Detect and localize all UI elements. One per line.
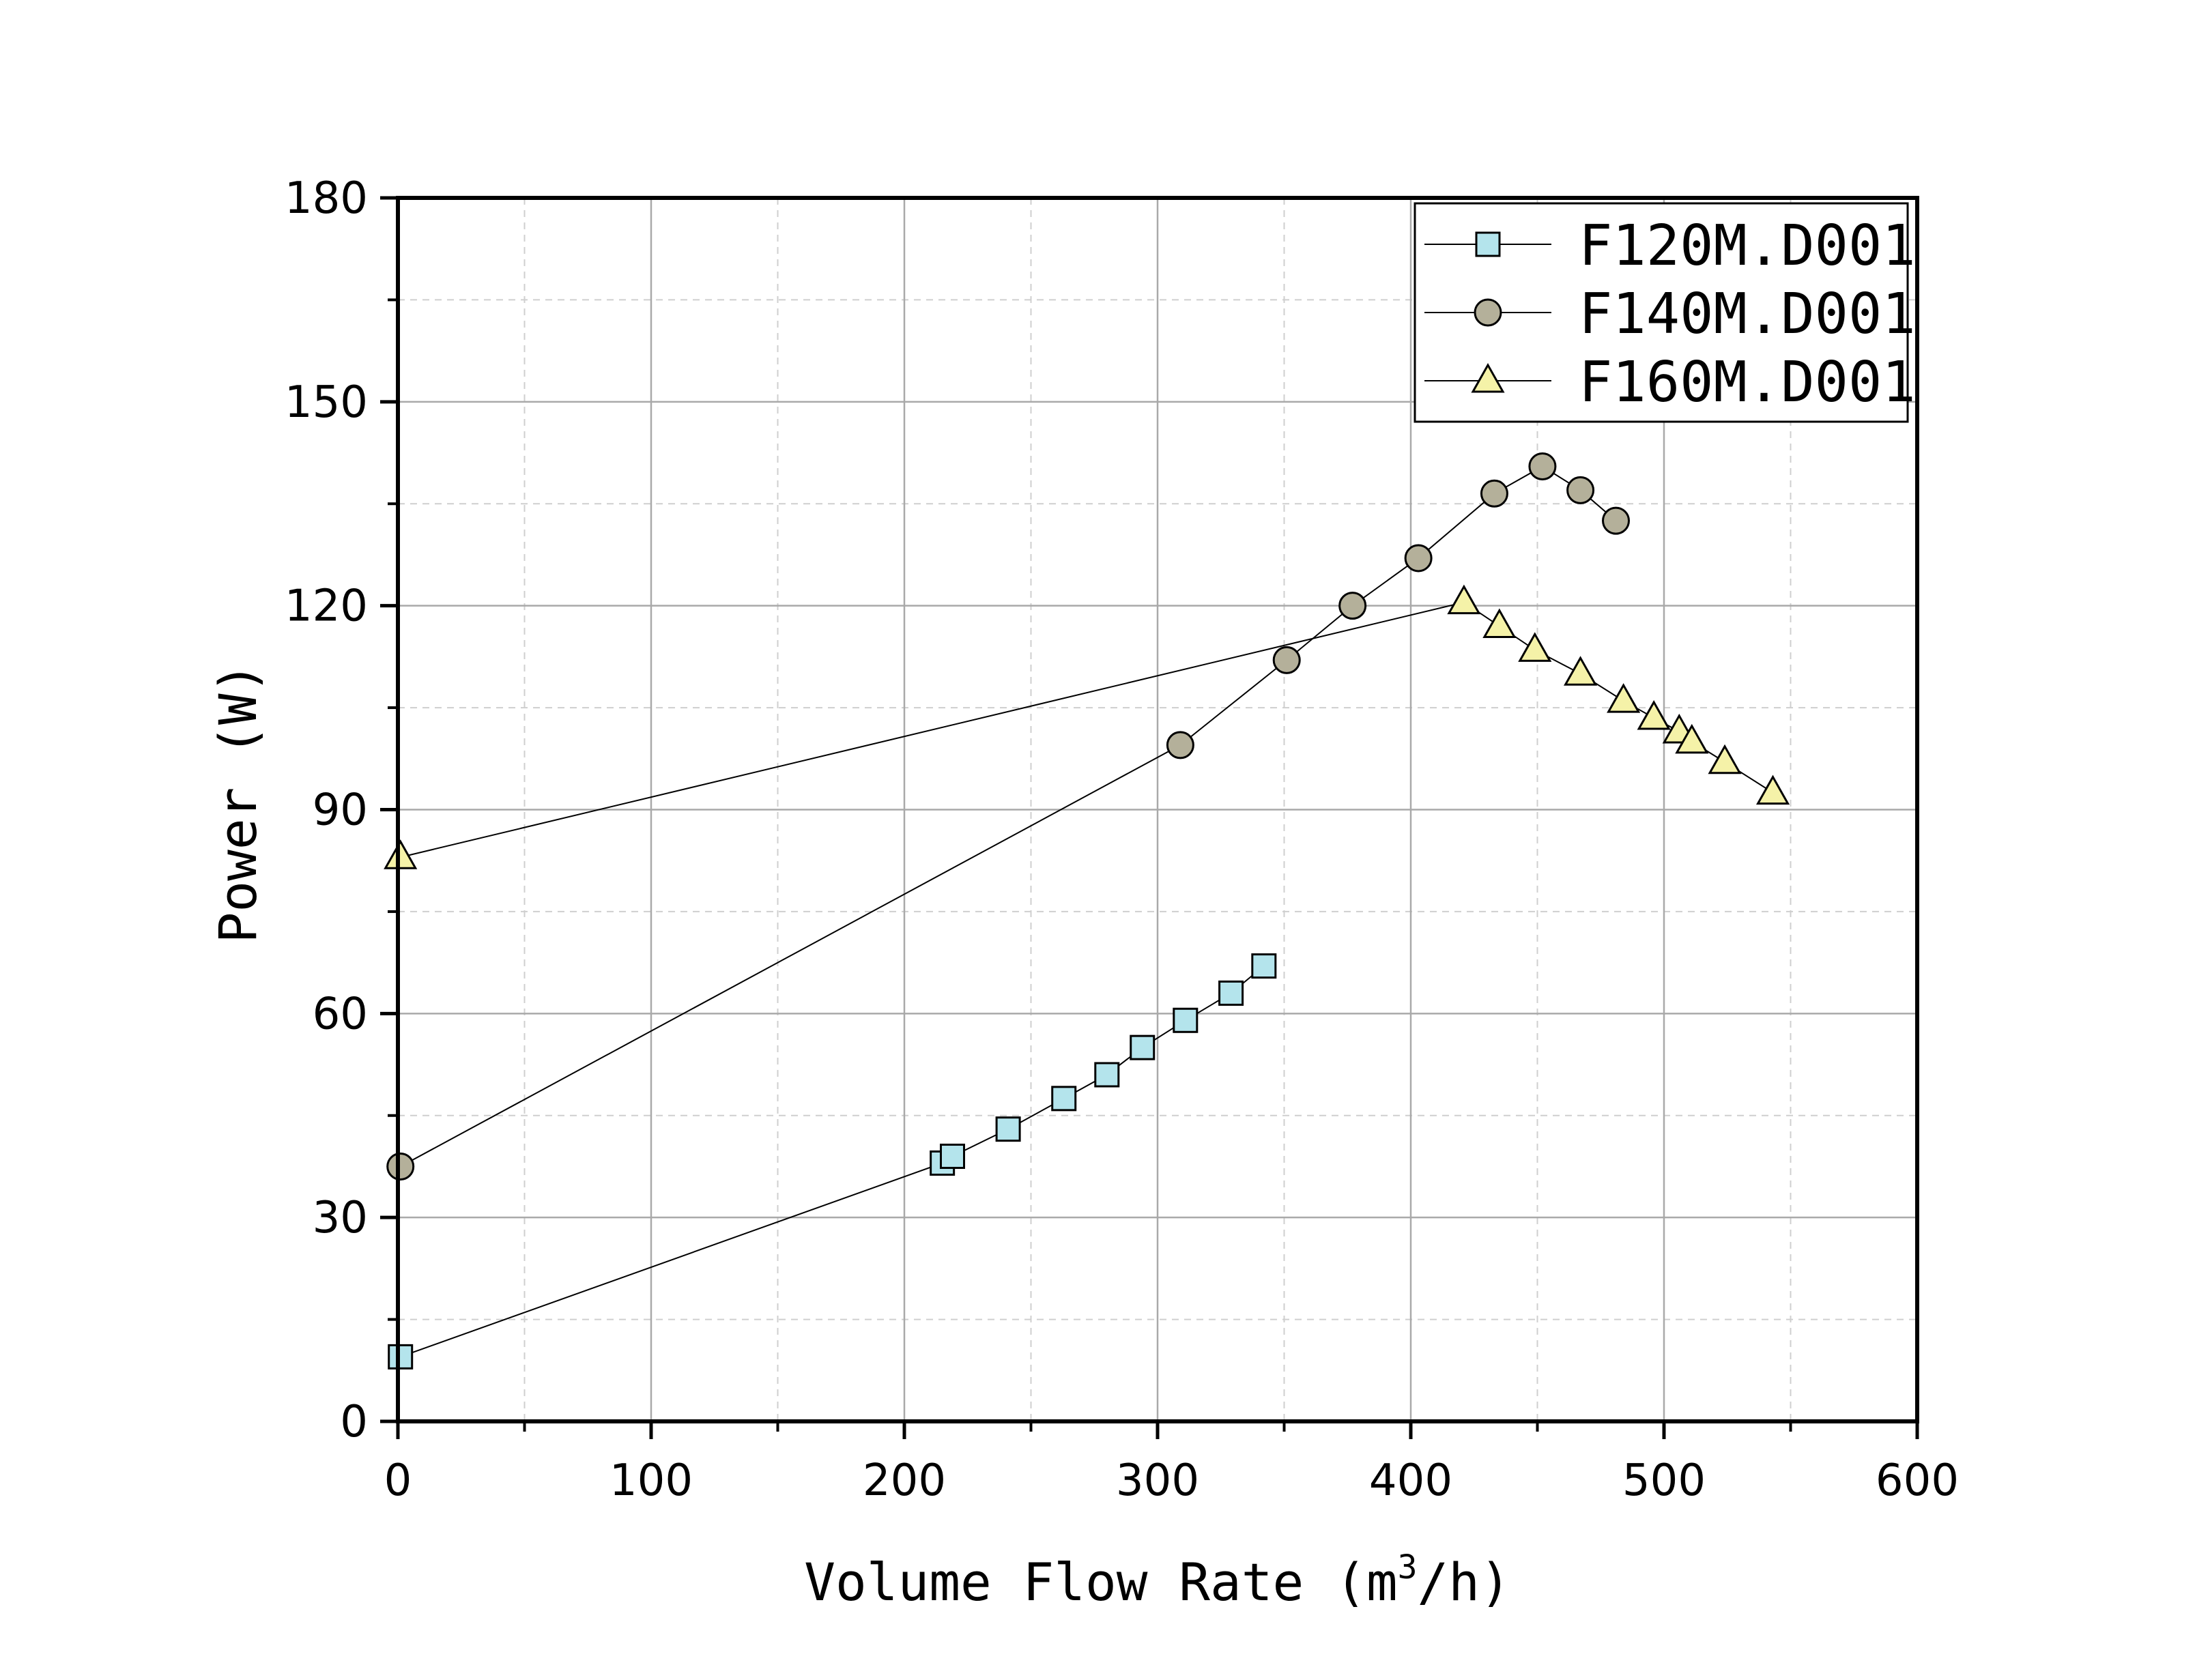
legend-marker-circle <box>1474 298 1502 327</box>
legend-item: F140M.D001 <box>1424 282 1916 347</box>
data-point <box>1218 980 1244 1006</box>
y-axis-title: Power (W) <box>207 663 268 944</box>
data-point <box>995 1116 1021 1142</box>
y-tick-label: 90 <box>313 785 368 836</box>
data-point <box>1755 774 1790 805</box>
legend-label: F120M.D001 <box>1579 214 1916 278</box>
y-tick-label: 0 <box>340 1397 368 1447</box>
x-tick-label: 400 <box>1369 1455 1452 1506</box>
series-layer <box>384 452 1790 1370</box>
data-point <box>1566 476 1595 504</box>
series-triangle <box>384 584 1790 869</box>
data-point <box>1404 544 1433 573</box>
data-point <box>1518 632 1552 662</box>
data-point <box>1708 744 1742 774</box>
data-point <box>939 1144 965 1170</box>
x-tick-label: 500 <box>1622 1455 1706 1506</box>
x-tick-label: 200 <box>863 1455 946 1506</box>
x-tick-label: 0 <box>384 1455 412 1506</box>
axis-ticks <box>380 196 1919 1439</box>
legend-label: F160M.D001 <box>1579 350 1916 415</box>
x-axis-title-main: Volume Flow Rate (m <box>804 1552 1397 1612</box>
data-point <box>1637 699 1671 730</box>
data-point <box>1602 506 1631 535</box>
legend-marker-square <box>1475 231 1501 257</box>
y-tick-label: 60 <box>313 989 368 1039</box>
y-tick-label: 120 <box>285 581 368 632</box>
data-point <box>1166 731 1194 759</box>
data-point <box>388 1344 414 1370</box>
x-tick-label: 100 <box>609 1455 693 1506</box>
data-point <box>1528 452 1557 480</box>
x-tick-label: 600 <box>1876 1455 1959 1506</box>
data-point <box>1564 656 1598 686</box>
legend-label: F140M.D001 <box>1579 282 1916 347</box>
data-point <box>1173 1007 1199 1033</box>
x-axis-title: Volume Flow Rate (m3/h) <box>804 1548 1511 1612</box>
series-circle <box>386 452 1631 1181</box>
data-point <box>1130 1034 1156 1060</box>
data-point <box>1251 953 1277 979</box>
data-point <box>386 1152 415 1181</box>
data-point <box>1482 608 1517 639</box>
y-tick-label: 180 <box>285 173 368 224</box>
legend-marker-triangle <box>1471 362 1505 393</box>
x-axis-title-tail: /h) <box>1418 1552 1511 1612</box>
series-square <box>388 953 1277 1370</box>
data-point <box>1447 584 1481 615</box>
y-tick-label: 150 <box>285 377 368 428</box>
x-tick-label: 300 <box>1116 1455 1199 1506</box>
data-point <box>1675 723 1709 754</box>
y-tick-label: 30 <box>313 1193 368 1243</box>
data-point <box>1338 592 1367 620</box>
data-point <box>1607 683 1641 713</box>
legend-item: F120M.D001 <box>1424 214 1916 278</box>
legend-item: F160M.D001 <box>1424 350 1916 415</box>
data-point <box>384 839 418 869</box>
x-axis-title-superscript: 3 <box>1398 1548 1418 1587</box>
data-point <box>1051 1086 1077 1112</box>
data-point <box>1480 479 1508 508</box>
tick-labels: 0 100 200 300 400 500 600 0 30 60 90 120 150 180 <box>285 173 1959 1506</box>
data-point <box>1094 1062 1120 1088</box>
data-point <box>1272 646 1301 674</box>
